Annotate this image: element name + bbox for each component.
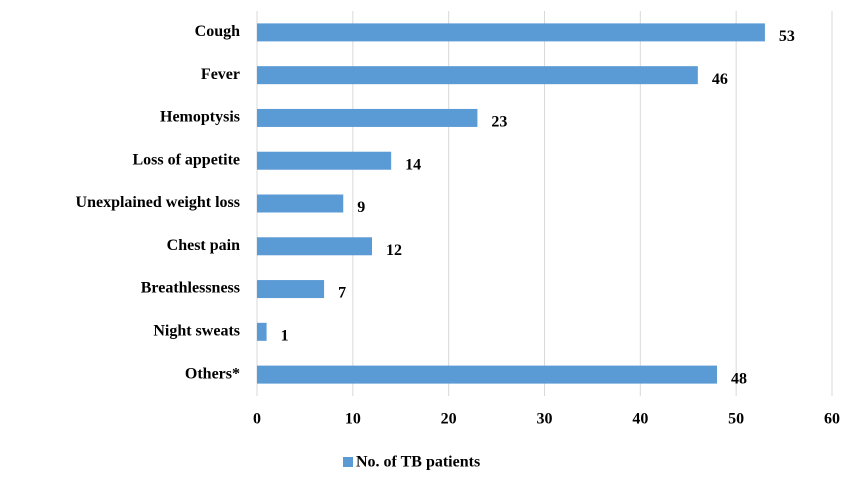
x-tick-label: 40 — [632, 411, 648, 428]
bar — [257, 194, 344, 213]
bar — [257, 365, 717, 384]
x-tick-label: 10 — [345, 411, 361, 428]
x-tick-label: 20 — [441, 411, 457, 428]
bar — [257, 66, 698, 85]
data-label: 9 — [357, 199, 365, 216]
data-label: 12 — [386, 242, 402, 259]
x-tick-label: 60 — [824, 411, 840, 428]
bar — [257, 108, 478, 127]
data-label: 23 — [491, 114, 507, 131]
x-tick-label: 0 — [253, 411, 261, 428]
bar — [257, 151, 392, 170]
data-label: 14 — [405, 156, 421, 173]
data-label: 46 — [712, 71, 728, 88]
bar — [257, 322, 267, 341]
bar — [257, 280, 325, 299]
y-tick-label: Loss of appetite — [132, 151, 240, 168]
x-tick-label: 50 — [728, 411, 744, 428]
y-tick-label: Cough — [195, 23, 240, 40]
data-label: 53 — [779, 28, 795, 45]
y-tick-label: Breathlessness — [141, 280, 240, 297]
y-tick-label: Night sweats — [153, 323, 240, 340]
y-tick-label: Unexplained weight loss — [76, 194, 240, 211]
data-label: 48 — [731, 370, 747, 387]
bar — [257, 237, 372, 256]
x-tick-label: 30 — [537, 411, 553, 428]
data-label: 7 — [338, 285, 346, 302]
legend-swatch — [343, 457, 353, 467]
y-tick-label: Others* — [185, 365, 240, 382]
legend-label: No. of TB patients — [356, 454, 480, 471]
y-tick-label: Chest pain — [167, 237, 240, 254]
y-tick-label: Hemoptysis — [160, 109, 240, 126]
data-label: 1 — [281, 328, 289, 345]
y-tick-label: Fever — [201, 66, 240, 83]
bar — [257, 23, 765, 42]
